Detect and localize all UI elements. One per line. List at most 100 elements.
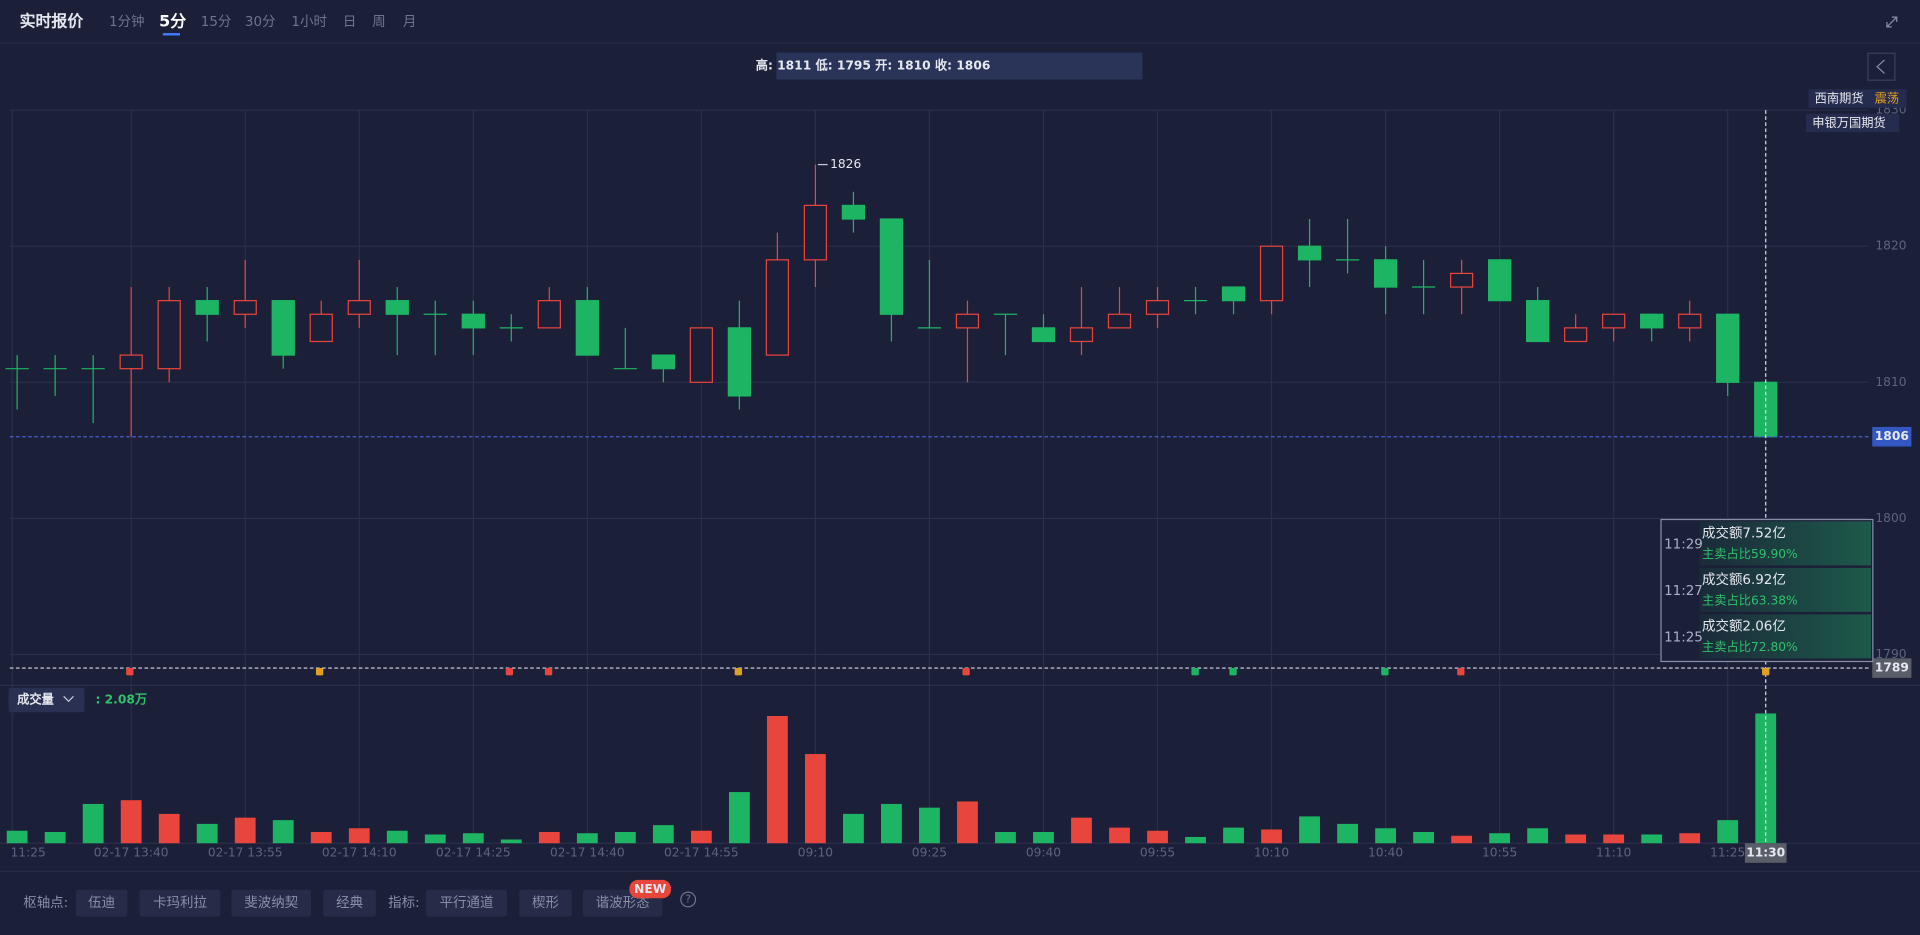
help-icon[interactable] [680, 891, 697, 908]
timeframe-tab[interactable]: 15分 [201, 14, 232, 30]
trade-ratio: 主卖占比59.90% [1702, 546, 1798, 561]
volume-bar [1641, 834, 1663, 844]
candle-body [1031, 327, 1056, 343]
x-tick-label: 09:55 [1140, 846, 1175, 860]
volume-title[interactable]: 成交量 [17, 692, 54, 707]
candle-body [271, 300, 295, 356]
footer-button-label: 平行通道 [440, 895, 494, 911]
candle-body [955, 313, 980, 329]
volume-bar [1185, 836, 1206, 844]
collapse-icon[interactable] [1886, 16, 1898, 28]
footer-button-label: 谐波形态 [596, 895, 650, 911]
x-tick-label: 02-17 14:55 [664, 846, 739, 860]
back-icon [1876, 59, 1885, 74]
footer-button[interactable] [231, 889, 312, 917]
volume-bar [1679, 833, 1701, 844]
timeframe-tab[interactable]: 日 [343, 15, 356, 30]
event-marker[interactable] [1191, 668, 1199, 676]
volume-bar [1451, 835, 1473, 844]
volume-bar [1565, 834, 1587, 844]
footer-button-label: 经典 [336, 895, 363, 911]
footer-button[interactable] [323, 889, 376, 917]
volume-bar [44, 831, 66, 844]
candle-body [1259, 245, 1284, 302]
candle-body [1487, 259, 1512, 302]
candle-body [119, 354, 143, 370]
help-label: ? [685, 893, 691, 906]
volume-bar [120, 800, 142, 844]
timeframe-tab[interactable]: 1小时 [291, 14, 326, 30]
candle-body [575, 300, 599, 356]
broker-box[interactable] [1808, 89, 1883, 108]
footer-button[interactable] [75, 889, 128, 917]
candle-body [1107, 313, 1132, 329]
volume-bar [1109, 827, 1130, 844]
event-marker[interactable] [734, 668, 743, 676]
candle-body [537, 300, 561, 329]
volume-selector[interactable] [8, 687, 85, 713]
candle-body [195, 300, 219, 315]
volume-bar [995, 831, 1016, 844]
footer-button[interactable] [139, 889, 221, 917]
broker-name: 西南期货 [1815, 91, 1864, 106]
event-marker[interactable] [315, 668, 324, 676]
candle-body [347, 300, 371, 315]
volume-bar [614, 831, 636, 844]
event-marker[interactable] [962, 668, 970, 676]
last-price-box [1872, 426, 1912, 447]
event-marker[interactable] [1381, 668, 1389, 676]
candle-body [1297, 245, 1322, 261]
footer-button[interactable] [426, 889, 507, 917]
crosshair-time-box [1744, 843, 1787, 863]
volume-bar [1527, 828, 1549, 844]
candle-body [765, 259, 790, 356]
footer-button-label: 楔形 [532, 895, 559, 911]
candle-body [309, 313, 333, 343]
x-tick-label: 02-17 14:10 [322, 846, 397, 860]
volume-bar [690, 830, 712, 844]
new-badge [629, 879, 672, 899]
timeframe-tab[interactable]: 周 [372, 15, 385, 30]
x-tick-label: 10:10 [1254, 846, 1289, 860]
timeframe-tab[interactable]: 1分钟 [109, 13, 144, 30]
candle-body [803, 204, 828, 261]
footer-button[interactable] [519, 889, 572, 917]
volume-bar [843, 813, 864, 844]
timeframe-tab[interactable]: 月 [403, 15, 416, 30]
event-marker[interactable] [544, 668, 553, 676]
event-marker[interactable] [1229, 668, 1237, 676]
event-marker[interactable] [1457, 668, 1465, 676]
volume-bar [1717, 820, 1739, 844]
volume-bar [1489, 833, 1511, 844]
volume-bar [804, 754, 826, 844]
volume-bar [919, 807, 940, 844]
cursor-price-box [1872, 658, 1912, 678]
y-tick-label: 1800 [1875, 511, 1906, 525]
volume-bar [196, 823, 218, 844]
trade-ratio: 主卖占比72.80% [1702, 639, 1798, 654]
candle-body [1640, 313, 1664, 329]
timeframe-tab[interactable]: 5分 [159, 12, 186, 31]
y-tick-label: 1810 [1875, 375, 1906, 389]
x-tick-label: 10:40 [1368, 846, 1403, 860]
event-marker[interactable] [505, 668, 514, 676]
dropdown-icon [63, 695, 74, 703]
volume-bar [462, 833, 484, 844]
timeframe-tab[interactable]: 30分 [245, 14, 276, 30]
back-button[interactable] [1867, 52, 1896, 81]
volume-bar [386, 830, 408, 844]
event-marker[interactable] [126, 668, 134, 676]
x-tick-label: 02-17 13:40 [94, 846, 169, 860]
tab-bar: 1分钟 5分 15分 30分 1小时 日 周 月 [109, 12, 416, 36]
volume-bar [310, 831, 332, 844]
candle-body [1716, 313, 1740, 383]
event-marker[interactable] [1762, 668, 1770, 676]
x-tick-label: 11:25 [11, 846, 46, 860]
broker-box[interactable] [1806, 113, 1900, 133]
x-tick-label: 09:40 [1026, 846, 1061, 860]
candle-body [727, 327, 752, 397]
trade-row-bg [1699, 614, 1872, 659]
